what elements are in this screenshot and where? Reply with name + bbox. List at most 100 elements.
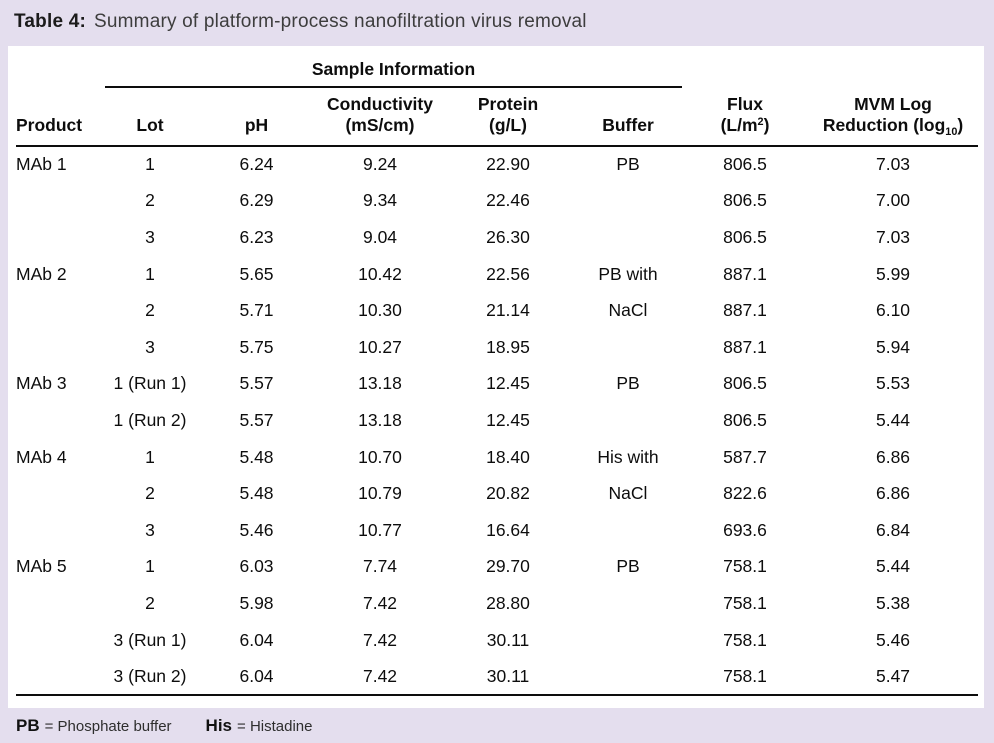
cell-ph: 6.04 [239, 629, 274, 650]
cell-protein: 16.64 [486, 519, 530, 540]
column-header-protein: Protein (g/L) [442, 87, 574, 147]
cell-protein: 30.11 [486, 665, 530, 686]
cell-flux: 693.6 [723, 519, 767, 540]
column-header-flux: Flux (L/m2) [682, 87, 808, 147]
cell-ph: 5.57 [239, 409, 274, 430]
cell-lot: 1 (Run 1) [113, 373, 187, 394]
cell-ph: 6.29 [239, 190, 274, 211]
cell-cond: 7.42 [362, 629, 398, 650]
cell-mvm: 6.10 [875, 300, 911, 321]
cell-buffer: NaCl [608, 300, 648, 321]
cell-protein: 12.45 [486, 373, 530, 394]
cell-protein: 18.95 [486, 336, 530, 357]
cell-flux: 887.1 [723, 263, 767, 284]
column-header-cond: Conductivity (mS/cm) [318, 87, 442, 147]
cell-mvm: 5.38 [875, 592, 911, 613]
cell-flux: 806.5 [723, 154, 767, 175]
cell-lot: 2 [145, 190, 155, 211]
cell-product: MAb 4 [16, 446, 67, 467]
cell-ph: 6.03 [239, 556, 274, 577]
cell-mvm: 6.86 [875, 483, 911, 504]
cell-product [16, 183, 105, 220]
cell-protein: 22.46 [486, 190, 530, 211]
cell-product [16, 292, 105, 329]
cell-buffer: His with [597, 446, 659, 467]
cell-flux: 806.5 [723, 373, 767, 394]
cell-product: MAb 5 [16, 556, 67, 577]
column-header-product: Product [16, 87, 105, 147]
cell-flux: 887.1 [723, 300, 767, 321]
sample-information-header: Sample Information [105, 50, 682, 88]
table-row: 2 5.48 10.79 20.82 NaCl 822.6 6.86 [16, 475, 978, 512]
cell-cond: 9.04 [362, 226, 398, 247]
cell-cond: 7.74 [362, 556, 398, 577]
cell-buffer: PB [616, 373, 640, 394]
cell-ph: 5.75 [239, 336, 274, 357]
column-header-ph: pH [195, 87, 318, 147]
cell-mvm: 7.03 [875, 154, 911, 175]
column-header-row: Product Lot pH Conductivity (mS/cm) Protein (g… [16, 87, 978, 147]
cell-product [16, 658, 105, 695]
cell-product [16, 475, 105, 512]
cell-cond: 7.42 [362, 592, 398, 613]
table-number-label: Table 4: [14, 11, 86, 32]
cell-lot: 3 [145, 519, 155, 540]
cell-mvm: 5.47 [875, 665, 911, 686]
table-row: 3 5.46 10.77 16.64 693.6 6.84 [16, 512, 978, 549]
cell-buffer [574, 329, 682, 366]
cell-ph: 6.04 [239, 665, 274, 686]
cell-cond: 13.18 [358, 373, 402, 394]
cell-lot: 1 [145, 446, 155, 467]
column-header-lot: Lot [105, 87, 195, 147]
table-card: Sample Information Product Lot pH Conductiv… [8, 46, 984, 708]
cell-mvm: 6.86 [875, 446, 911, 467]
cell-mvm: 5.46 [875, 629, 911, 650]
cell-ph: 5.71 [239, 300, 274, 321]
legend-item: His = Histadine [206, 716, 313, 736]
cell-buffer [574, 585, 682, 622]
cell-ph: 6.23 [239, 226, 274, 247]
cell-lot: 1 [145, 154, 155, 175]
cell-cond: 10.77 [358, 519, 402, 540]
cell-ph: 5.48 [239, 446, 274, 467]
cell-product: MAb 1 [16, 154, 67, 175]
cell-lot: 1 [145, 263, 155, 284]
cell-buffer: NaCl [608, 483, 648, 504]
cell-protein: 22.56 [486, 263, 530, 284]
table-row: 3 5.75 10.27 18.95 887.1 5.94 [16, 329, 978, 366]
cell-ph: 5.65 [239, 263, 274, 284]
cell-protein: 21.14 [486, 300, 530, 321]
cell-lot: 2 [145, 592, 155, 613]
cell-buffer: PB [616, 556, 640, 577]
cell-buffer [574, 402, 682, 439]
cell-cond: 7.42 [362, 665, 398, 686]
cell-mvm: 5.44 [875, 556, 911, 577]
cell-buffer [574, 219, 682, 256]
cell-buffer [574, 622, 682, 659]
table-row: MAb 4 1 5.48 10.70 18.40 His with 587.7 6.86 [16, 439, 978, 476]
cell-protein: 30.11 [486, 629, 530, 650]
cell-flux: 758.1 [723, 665, 767, 686]
cell-flux: 887.1 [723, 336, 767, 357]
table-row: 2 5.71 10.30 21.14 NaCl 887.1 6.10 [16, 292, 978, 329]
cell-cond: 9.24 [362, 154, 398, 175]
cell-product [16, 219, 105, 256]
legend-definition: = Phosphate buffer [44, 718, 172, 735]
cell-mvm: 6.84 [875, 519, 911, 540]
legend-definition: = Histadine [237, 718, 313, 735]
cell-ph: 5.98 [239, 592, 274, 613]
cell-protein: 28.80 [486, 592, 530, 613]
cell-lot: 3 (Run 2) [113, 665, 187, 686]
cell-product: MAb 3 [16, 373, 67, 394]
table-row: MAb 1 1 6.24 9.24 22.90 PB 806.5 7.03 [16, 146, 978, 183]
cell-buffer: PB with [598, 263, 658, 284]
cell-lot: 3 [145, 226, 155, 247]
table-row: MAb 5 1 6.03 7.74 29.70 PB 758.1 5.44 [16, 549, 978, 586]
column-header-mvm: MVM Log Reduction (log10) [808, 87, 978, 147]
cell-ph: 6.24 [239, 154, 274, 175]
table-row: 3 (Run 2) 6.04 7.42 30.11 758.1 5.47 [16, 658, 978, 695]
table-row: 2 5.98 7.42 28.80 758.1 5.38 [16, 585, 978, 622]
page-title: Table 4: Summary of platform-process nano… [14, 11, 587, 33]
table-title-text: Summary of platform-process nanofiltrati… [94, 11, 587, 32]
cell-flux: 587.7 [723, 446, 767, 467]
